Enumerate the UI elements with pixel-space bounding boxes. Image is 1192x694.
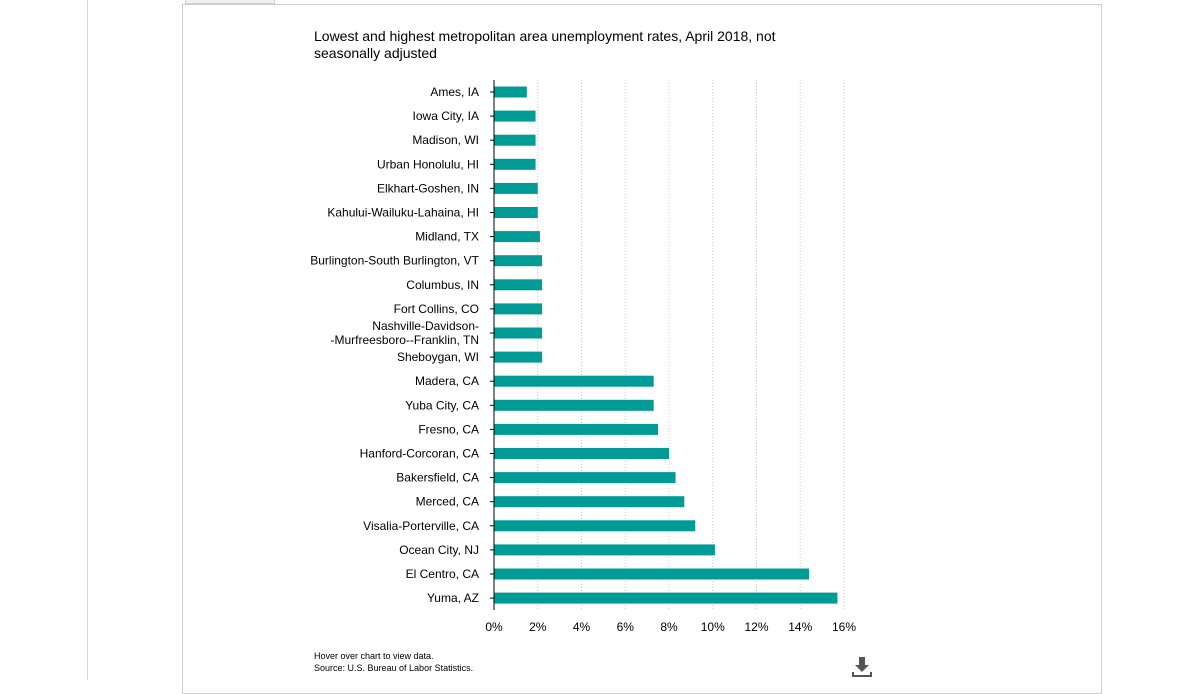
bar-4[interactable] bbox=[494, 183, 538, 194]
bar-11[interactable] bbox=[494, 352, 542, 363]
bar-8[interactable] bbox=[494, 279, 542, 290]
x-tick-label-3: 6% bbox=[617, 620, 635, 634]
category-label-20: El Centro, CA bbox=[406, 567, 479, 581]
x-tick-label-6: 12% bbox=[744, 620, 768, 634]
category-label-2: Madison, WI bbox=[412, 133, 479, 147]
category-label-17: Merced, CA bbox=[416, 495, 479, 509]
x-tick-label-0: 0% bbox=[485, 620, 503, 634]
bar-9[interactable] bbox=[494, 303, 542, 314]
bar-13[interactable] bbox=[494, 400, 654, 411]
bar-18[interactable] bbox=[494, 520, 695, 531]
category-label-8: Columbus, IN bbox=[406, 278, 479, 292]
category-label-21: Yuma, AZ bbox=[427, 591, 479, 605]
bar-20[interactable] bbox=[494, 569, 809, 580]
category-labels: Ames, IA Iowa City, IA Madison, WI Urban Ho… bbox=[310, 85, 479, 605]
bar-17[interactable] bbox=[494, 496, 684, 507]
bar-12[interactable] bbox=[494, 376, 654, 387]
x-tick-label-2: 4% bbox=[573, 620, 591, 634]
category-label-15: Hanford-Corcoran, CA bbox=[360, 447, 479, 461]
bars bbox=[494, 87, 837, 604]
bar-7[interactable] bbox=[494, 255, 542, 266]
chart-footnote: Hover over chart to view data. Source: U… bbox=[314, 650, 473, 674]
category-label-10: Nashville-Davidson--Murfreesboro--Frankl… bbox=[331, 319, 479, 347]
category-label-6: Midland, TX bbox=[415, 230, 479, 244]
bar-10[interactable] bbox=[494, 328, 542, 339]
source-note: Source: U.S. Bureau of Labor Statistics. bbox=[314, 662, 473, 674]
category-label-9: Fort Collins, CO bbox=[394, 302, 479, 316]
bar-2[interactable] bbox=[494, 135, 536, 146]
download-icon bbox=[848, 655, 876, 679]
x-tick-label-1: 2% bbox=[529, 620, 547, 634]
x-tick-label-4: 8% bbox=[660, 620, 678, 634]
x-tick-label-7: 14% bbox=[788, 620, 812, 634]
bar-14[interactable] bbox=[494, 424, 658, 435]
category-label-19: Ocean City, NJ bbox=[399, 543, 479, 557]
bar-0[interactable] bbox=[494, 87, 527, 98]
category-label-12: Madera, CA bbox=[415, 374, 479, 388]
category-label-16: Bakersfield, CA bbox=[396, 471, 479, 485]
bar-6[interactable] bbox=[494, 231, 540, 242]
bar-15[interactable] bbox=[494, 448, 669, 459]
category-label-18: Visalia-Porterville, CA bbox=[363, 519, 479, 533]
x-tick-label-5: 10% bbox=[701, 620, 725, 634]
bar-19[interactable] bbox=[494, 544, 715, 555]
bar-16[interactable] bbox=[494, 472, 676, 483]
bar-3[interactable] bbox=[494, 159, 536, 170]
category-label-5: Kahului-Wailuku-Lahaina, HI bbox=[327, 206, 479, 220]
category-label-0: Ames, IA bbox=[430, 85, 479, 99]
bar-21[interactable] bbox=[494, 593, 837, 604]
axes bbox=[490, 80, 494, 610]
x-tick-labels: 0% 2% 4% 6% 8% 10% 12% 14% 16% bbox=[485, 620, 856, 634]
category-label-7: Burlington-South Burlington, VT bbox=[310, 254, 479, 268]
bar-5[interactable] bbox=[494, 207, 538, 218]
category-label-4: Elkhart-Goshen, IN bbox=[377, 181, 479, 195]
category-label-3: Urban Honolulu, HI bbox=[377, 157, 479, 171]
category-label-11: Sheboygan, WI bbox=[397, 350, 479, 364]
category-label-13: Yuba City, CA bbox=[405, 398, 479, 412]
category-label-1: Iowa City, IA bbox=[413, 109, 479, 123]
x-tick-label-8: 16% bbox=[832, 620, 856, 634]
hover-hint: Hover over chart to view data. bbox=[314, 650, 473, 662]
bar-chart[interactable]: Ames, IA Iowa City, IA Madison, WI Urban Ho… bbox=[0, 0, 1192, 680]
download-button[interactable] bbox=[848, 655, 876, 679]
category-label-14: Fresno, CA bbox=[418, 422, 479, 436]
bar-1[interactable] bbox=[494, 111, 536, 122]
